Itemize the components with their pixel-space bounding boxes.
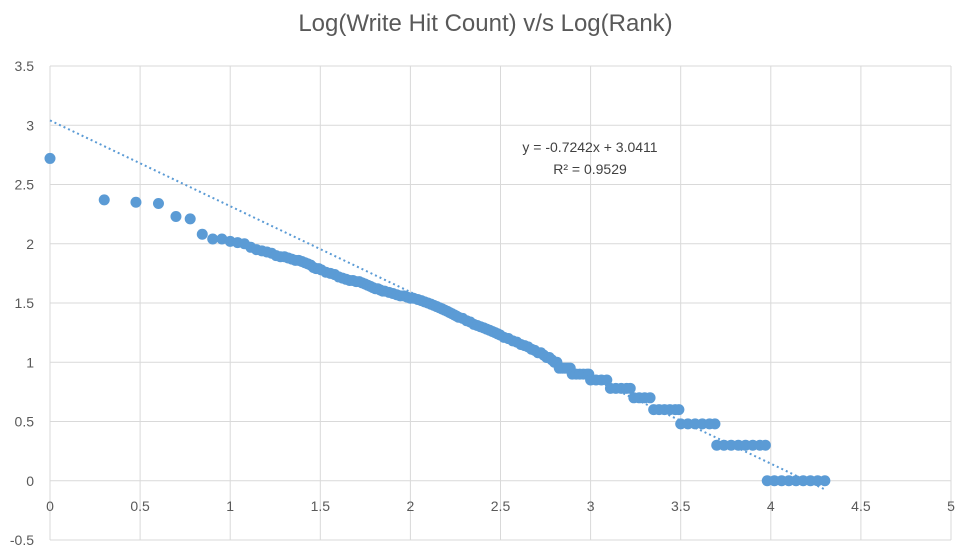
y-tick-label: 2 <box>26 236 34 252</box>
data-point <box>196 228 208 240</box>
x-tick-label: 1.5 <box>311 498 331 514</box>
chart-title: Log(Write Hit Count) v/s Log(Rank) <box>298 10 673 37</box>
x-tick-label: 0 <box>46 498 54 514</box>
data-point <box>152 197 164 209</box>
trendline-r-squared: R² = 0.9529 <box>553 161 627 177</box>
trendline-equation: y = -0.7242x + 3.0411 <box>522 139 657 155</box>
x-tick-label: 2.5 <box>491 498 511 514</box>
x-tick-label: 4.5 <box>851 498 871 514</box>
data-point <box>709 418 721 430</box>
data-point <box>601 374 613 386</box>
data-point <box>44 152 56 164</box>
data-point <box>207 233 219 245</box>
y-tick-label: 2.5 <box>15 177 35 193</box>
data-point <box>98 194 110 206</box>
x-tick-label: 0.5 <box>130 498 150 514</box>
x-tick-label: 3.5 <box>671 498 691 514</box>
y-tick-label: 3 <box>26 117 34 133</box>
scatter-points <box>44 152 831 487</box>
x-tick-label: 4 <box>767 498 775 514</box>
x-tick-label: 1 <box>226 498 234 514</box>
data-point <box>624 382 636 394</box>
data-point <box>170 210 182 222</box>
y-tick-label: 1.5 <box>15 295 35 311</box>
x-tick-label: 5 <box>947 498 955 514</box>
y-tick-label: 0 <box>26 473 34 489</box>
data-point <box>184 213 196 225</box>
y-axis-ticks: 3.5 3 2.5 2 1.5 1 0.5 0 -0.5 <box>10 58 34 548</box>
data-point <box>130 196 142 208</box>
x-tick-label: 2 <box>407 498 415 514</box>
data-point <box>673 404 685 416</box>
x-tick-label: 3 <box>587 498 595 514</box>
x-axis-ticks: 0 0.5 1 1.5 2 2.5 3 3.5 4 4.5 5 <box>46 498 955 514</box>
data-point <box>819 475 831 487</box>
data-point <box>644 392 656 404</box>
data-point <box>216 233 228 245</box>
y-tick-label: 1 <box>26 354 34 370</box>
y-tick-label: 3.5 <box>15 58 35 74</box>
data-point <box>759 439 771 451</box>
y-tick-label: 0.5 <box>15 414 35 430</box>
gridlines <box>49 65 952 541</box>
y-tick-label: -0.5 <box>10 532 34 548</box>
